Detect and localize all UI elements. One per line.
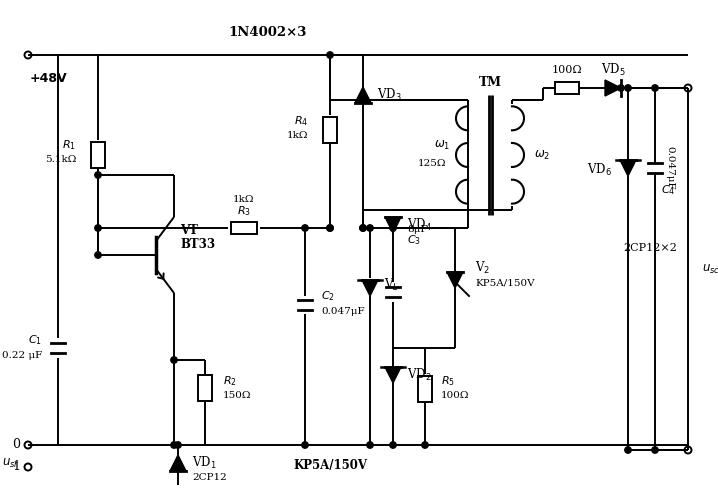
Text: 0.047μF: 0.047μF	[321, 308, 365, 316]
Circle shape	[617, 85, 624, 91]
Polygon shape	[605, 80, 621, 96]
Text: $C_2$: $C_2$	[321, 289, 335, 303]
Circle shape	[171, 357, 177, 363]
Text: VD$_4$: VD$_4$	[407, 217, 432, 233]
Circle shape	[95, 172, 101, 178]
Polygon shape	[620, 160, 636, 176]
Text: $R_4$: $R_4$	[294, 114, 308, 128]
Circle shape	[390, 442, 396, 448]
Circle shape	[327, 52, 333, 58]
Circle shape	[327, 225, 333, 231]
Polygon shape	[385, 367, 401, 383]
Polygon shape	[355, 87, 371, 103]
Text: $u_{sc}$: $u_{sc}$	[702, 262, 718, 276]
Text: BT33: BT33	[180, 239, 215, 251]
Text: $R_1$: $R_1$	[62, 138, 76, 152]
Circle shape	[327, 225, 333, 231]
Text: KP5A/150V: KP5A/150V	[475, 278, 535, 287]
Text: $C_3$: $C_3$	[407, 233, 421, 247]
Circle shape	[171, 442, 177, 448]
Circle shape	[360, 225, 366, 231]
Polygon shape	[385, 217, 401, 233]
Circle shape	[302, 225, 308, 231]
Text: $R_2$: $R_2$	[223, 374, 237, 388]
Text: $\omega_1$: $\omega_1$	[434, 138, 450, 152]
Text: 0.22 μF: 0.22 μF	[1, 351, 42, 361]
Circle shape	[390, 225, 396, 231]
Circle shape	[421, 442, 428, 448]
Text: 2CP12×2: 2CP12×2	[623, 243, 677, 253]
Text: 8μF: 8μF	[407, 225, 427, 235]
Text: $R_3$: $R_3$	[237, 204, 251, 218]
Text: 1kΩ: 1kΩ	[286, 130, 308, 140]
Text: VT: VT	[180, 223, 198, 237]
Text: V$_2$: V$_2$	[475, 260, 490, 276]
Polygon shape	[170, 455, 186, 471]
Text: 100Ω: 100Ω	[551, 65, 582, 75]
Circle shape	[652, 447, 658, 453]
Text: VD$_2$: VD$_2$	[407, 367, 432, 383]
Bar	[91, 142, 105, 168]
Text: VD$_3$: VD$_3$	[377, 87, 401, 103]
Polygon shape	[362, 280, 378, 296]
Text: $\omega_2$: $\omega_2$	[534, 149, 550, 161]
Text: 100Ω: 100Ω	[441, 391, 470, 400]
Text: KP5A/150V: KP5A/150V	[293, 459, 367, 471]
Circle shape	[302, 442, 308, 448]
Bar	[418, 376, 432, 402]
Circle shape	[625, 85, 631, 91]
Text: $R_5$: $R_5$	[441, 374, 455, 388]
Text: 1: 1	[12, 461, 20, 473]
Text: 5.1kΩ: 5.1kΩ	[45, 154, 76, 163]
Text: $u_{sr}$: $u_{sr}$	[2, 457, 20, 469]
Text: VD$_5$: VD$_5$	[601, 62, 625, 78]
Text: +48V: +48V	[30, 72, 67, 86]
Text: 2CP12: 2CP12	[192, 472, 227, 482]
Circle shape	[95, 252, 101, 258]
Circle shape	[95, 225, 101, 231]
Circle shape	[360, 225, 366, 231]
Text: $C_1$: $C_1$	[28, 333, 42, 347]
Text: 1kΩ: 1kΩ	[233, 194, 255, 204]
Bar	[231, 222, 257, 234]
Circle shape	[174, 442, 181, 448]
Bar	[323, 117, 337, 143]
Text: 1N4002×3: 1N4002×3	[229, 26, 307, 38]
Bar	[555, 82, 579, 94]
Text: $C_4$: $C_4$	[661, 183, 676, 197]
Polygon shape	[447, 272, 463, 288]
Circle shape	[625, 447, 631, 453]
Text: 150Ω: 150Ω	[223, 391, 251, 400]
Text: 0.047μF: 0.047μF	[666, 146, 674, 190]
Circle shape	[652, 85, 658, 91]
Bar	[198, 375, 212, 401]
Text: TM: TM	[478, 75, 501, 89]
Text: V$_L$: V$_L$	[384, 277, 398, 293]
Circle shape	[367, 225, 373, 231]
Circle shape	[367, 442, 373, 448]
Text: 125Ω: 125Ω	[417, 158, 446, 167]
Text: 0: 0	[12, 438, 20, 452]
Text: VD$_1$: VD$_1$	[192, 455, 217, 471]
Text: VD$_6$: VD$_6$	[587, 162, 612, 178]
